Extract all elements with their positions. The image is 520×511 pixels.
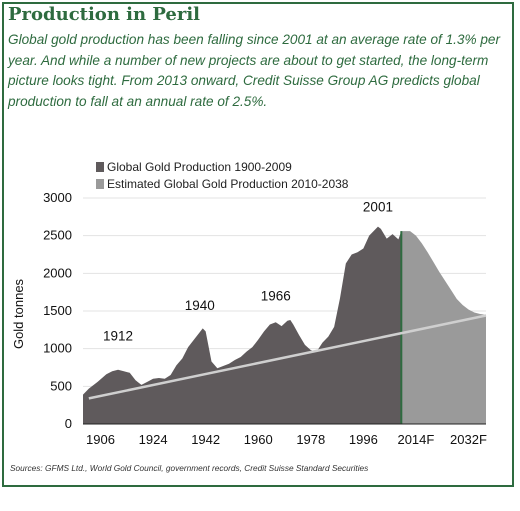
x-tick-label: 1906 xyxy=(86,432,115,447)
x-tick-label: 1978 xyxy=(296,432,325,447)
annotation-label: 1966 xyxy=(261,288,291,303)
x-tick-label: 1924 xyxy=(139,432,168,447)
annotation-label: 1912 xyxy=(103,328,133,343)
y-axis-label: Gold tonnes xyxy=(11,278,26,349)
chart-subtitle: Global gold production has been falling … xyxy=(8,32,500,109)
x-tick-label: 1942 xyxy=(191,432,220,447)
legend-swatch-historical xyxy=(96,162,104,172)
y-tick-label: 2500 xyxy=(43,228,72,243)
trend-line xyxy=(88,314,487,400)
x-tick-label: 1960 xyxy=(244,432,273,447)
y-tick-label: 3000 xyxy=(43,190,72,205)
chart-source: Sources: GFMS Ltd., World Gold Council, … xyxy=(10,463,369,473)
legend-item-historical: Global Gold Production 1900-2009 xyxy=(96,160,292,174)
y-tick-label: 1500 xyxy=(43,303,72,318)
y-tick-label: 0 xyxy=(65,416,72,431)
x-tick-label: 2014F xyxy=(397,432,434,447)
annotation-label: 2001 xyxy=(363,200,393,215)
y-tick-label: 1000 xyxy=(43,341,72,356)
chart-title: Production in Peril xyxy=(8,4,201,25)
x-tick-label: 1996 xyxy=(349,432,378,447)
legend-label-estimated: Estimated Global Gold Production 2010-20… xyxy=(107,177,349,191)
x-tick-label: 2032F xyxy=(450,432,487,447)
annotation-label: 1940 xyxy=(185,298,215,313)
series-area-historical xyxy=(83,226,402,424)
legend-item-estimated: Estimated Global Gold Production 2010-20… xyxy=(96,177,348,191)
legend-label-historical: Global Gold Production 1900-2009 xyxy=(107,160,292,174)
series-area-estimated xyxy=(401,231,486,424)
y-tick-label: 500 xyxy=(50,378,72,393)
y-tick-label: 2000 xyxy=(43,265,72,280)
legend-swatch-estimated xyxy=(96,179,104,189)
